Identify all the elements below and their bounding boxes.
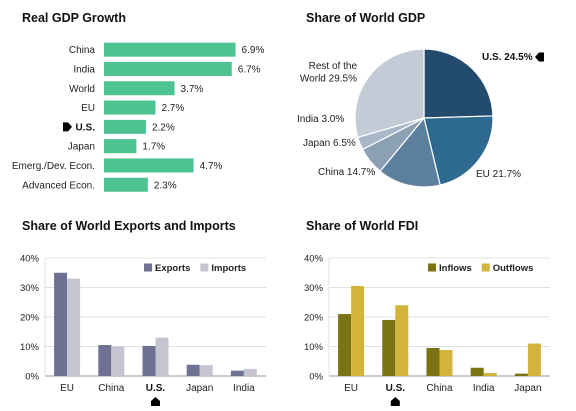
inflows-bar-u-s (382, 319, 396, 376)
exports-bar-eu (54, 272, 68, 376)
y-tick-label-0: 0% (309, 372, 323, 383)
outflows-bar-china (439, 350, 453, 376)
pie-slice-eu-21-7 (423, 115, 494, 186)
x-tick-label-india: India (233, 383, 255, 394)
pie-slice-rest-of-the-world-29-5 (354, 48, 425, 139)
outflows-bar-eu (351, 286, 365, 376)
imports-bar-china (111, 346, 125, 376)
x-tick-label-china: China (98, 383, 125, 394)
world-gdp-share-panel: Share of World GDP U.S. 24.5% EU 21.7% Chi… (297, 11, 544, 188)
growth-bar-u-s (104, 119, 146, 134)
category-label-emerg-dev-econ: Emerg./Dev. Econ. (12, 161, 95, 172)
outflows-bar-japan (527, 343, 541, 376)
us-highlight-marker (63, 122, 72, 132)
legend-label-inflows: Inflows (439, 263, 472, 274)
imports-bar-india (243, 368, 257, 376)
y-tick-label-20: 20% (20, 313, 40, 324)
category-label-advanced-econ: Advanced Econ. (22, 180, 95, 191)
outflows-bar-india (483, 373, 497, 376)
exports-imports-panel: Share of World Exports and Imports 0% 10%… (20, 219, 266, 406)
category-label-india: India (73, 64, 95, 75)
growth-bar-eu (104, 100, 156, 115)
growth-value-label-u-s: 2.2% (152, 122, 175, 133)
x-tick-label-india: India (473, 383, 495, 394)
y-tick-label-0: 0% (25, 372, 39, 383)
category-label-japan: Japan (68, 142, 95, 153)
growth-value-label-china: 6.9% (242, 45, 265, 56)
exports-imports-title: Share of World Exports and Imports (22, 219, 236, 233)
y-tick-label-10: 10% (304, 342, 324, 353)
legend-swatch-outflows (481, 263, 490, 272)
imports-bar-eu (67, 278, 81, 376)
legend-label-imports: Imports (211, 263, 246, 274)
fdi-title: Share of World FDI (306, 219, 418, 233)
x-tick-label-japan: Japan (514, 383, 541, 394)
category-label-world: World (69, 84, 95, 95)
pie-label-japan-6-5: Japan 6.5% (303, 138, 356, 149)
growth-bar-world (104, 81, 175, 96)
inflows-bar-india (470, 367, 484, 376)
exports-bar-japan (186, 364, 200, 376)
legend-swatch-exports (144, 263, 152, 272)
x-tick-label-u-s: U.S. (386, 383, 406, 394)
growth-value-label-eu: 2.7% (161, 103, 184, 114)
pie-label-china-14-7: China 14.7% (318, 167, 375, 178)
category-label-u-s: U.S. (76, 122, 96, 133)
us-highlight-marker-p4 (390, 397, 400, 406)
pie-slice-u-s-24-5 (423, 48, 494, 119)
category-label-china: China (69, 45, 96, 56)
x-tick-label-eu: EU (344, 383, 358, 394)
x-tick-label-china: China (426, 383, 453, 394)
exports-bar-u-s (142, 345, 156, 376)
legend-swatch-imports (200, 263, 209, 272)
growth-bar-emerg-dev-econ (104, 158, 194, 173)
legend-label-outflows: Outflows (493, 263, 534, 274)
us-highlight-marker-pie (535, 52, 544, 62)
growth-bar-india (104, 61, 232, 76)
growth-bar-japan (104, 139, 137, 154)
pie-slice-china-14-7 (379, 116, 441, 188)
exports-bar-india (230, 370, 244, 376)
y-tick-label-20: 20% (304, 313, 324, 324)
gdp-growth-title: Real GDP Growth (22, 11, 126, 25)
world-gdp-share-title: Share of World GDP (306, 11, 425, 25)
pie-label-india-3-0: India 3.0% (297, 114, 344, 125)
legend-swatch-inflows (428, 263, 436, 272)
growth-value-label-world: 3.7% (181, 84, 204, 95)
inflows-bar-japan (514, 373, 528, 376)
pie-label-rest-of-the-world-29-5: Rest of the World 29.5% (300, 61, 358, 85)
x-tick-label-japan: Japan (186, 383, 213, 394)
inflows-bar-eu (338, 314, 352, 376)
growth-bar-advanced-econ (104, 177, 148, 192)
outflows-bar-u-s (395, 305, 409, 376)
y-tick-label-30: 30% (20, 283, 40, 294)
growth-value-label-japan: 1.7% (142, 142, 165, 153)
y-tick-label-40: 40% (20, 254, 40, 265)
y-tick-label-10: 10% (20, 342, 40, 353)
pie-label-u-s-24-5: U.S. 24.5% (482, 52, 533, 63)
pie-label-eu-21-7: EU 21.7% (476, 169, 521, 180)
imports-bar-japan (199, 365, 213, 376)
legend-label-exports: Exports (155, 263, 190, 274)
fdi-panel: Share of World FDI 0% 10% 20% 30% 40% EU U.S. C… (304, 219, 550, 406)
x-tick-label-eu: EU (60, 383, 74, 394)
inflows-bar-china (426, 347, 440, 376)
gdp-growth-panel: Real GDP Growth China 6.9% India 6.7% World 3… (12, 11, 265, 192)
us-highlight-marker-p3 (151, 397, 160, 406)
exports-bar-china (98, 345, 112, 376)
x-tick-label-u-s: U.S. (146, 383, 166, 394)
imports-bar-u-s (155, 337, 169, 376)
growth-bar-china (104, 42, 236, 57)
y-tick-label-30: 30% (304, 283, 324, 294)
growth-value-label-emerg-dev-econ: 4.7% (200, 161, 223, 172)
growth-value-label-india: 6.7% (238, 64, 261, 75)
y-tick-label-40: 40% (304, 254, 324, 265)
category-label-eu: EU (81, 103, 95, 114)
growth-value-label-advanced-econ: 2.3% (154, 180, 177, 191)
